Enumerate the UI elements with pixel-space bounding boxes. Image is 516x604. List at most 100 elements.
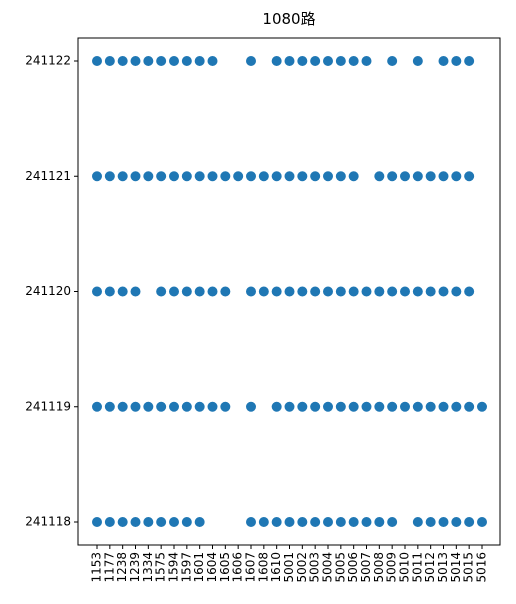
- point: [451, 517, 462, 527]
- point: [246, 286, 256, 297]
- x-tick-label: 5001: [282, 552, 296, 583]
- point: [348, 56, 359, 66]
- y-tick-label: 241120: [25, 284, 71, 298]
- x-tick-label: 1605: [218, 552, 232, 583]
- x-tick-label: 1153: [90, 552, 104, 583]
- point: [181, 517, 192, 527]
- point: [194, 56, 205, 66]
- point: [425, 517, 436, 527]
- point: [310, 171, 321, 182]
- x-tick-label: 5010: [398, 552, 412, 583]
- point: [284, 56, 295, 66]
- point: [194, 286, 205, 297]
- x-tick-label: 5011: [410, 552, 424, 583]
- point: [335, 286, 346, 297]
- point: [464, 56, 475, 66]
- x-tick-label: 5008: [372, 552, 386, 583]
- point: [181, 171, 192, 182]
- x-tick-label: 5003: [308, 552, 322, 583]
- point: [335, 171, 346, 182]
- point: [335, 401, 346, 412]
- point: [130, 171, 141, 182]
- point: [374, 401, 385, 412]
- point: [284, 171, 295, 182]
- point: [246, 56, 256, 66]
- x-tick-label: 1575: [154, 552, 168, 583]
- point: [220, 286, 231, 297]
- point: [207, 56, 218, 66]
- point: [412, 171, 423, 182]
- point: [194, 171, 205, 182]
- point: [271, 286, 282, 297]
- point: [374, 286, 385, 297]
- point: [130, 517, 141, 527]
- x-tick-label: 1334: [141, 552, 155, 583]
- point: [117, 401, 128, 412]
- point: [323, 517, 333, 527]
- point: [271, 517, 282, 527]
- x-tick-label: 5016: [475, 552, 489, 583]
- x-tick-label: 5005: [333, 552, 347, 583]
- point: [310, 56, 321, 66]
- point: [156, 517, 167, 527]
- point: [207, 286, 218, 297]
- x-tick-label: 5009: [385, 552, 399, 583]
- y-tick-label: 241119: [25, 399, 71, 413]
- point: [297, 517, 308, 527]
- point: [220, 401, 231, 412]
- point: [335, 56, 346, 66]
- point: [387, 517, 398, 527]
- x-tick-label: 5013: [436, 552, 450, 583]
- point: [387, 171, 398, 182]
- point: [92, 517, 102, 527]
- x-tick-label: 1238: [115, 552, 129, 583]
- x-tick-label: 5014: [449, 552, 463, 583]
- y-tick-label: 241118: [25, 515, 71, 529]
- point: [271, 171, 282, 182]
- point: [284, 401, 295, 412]
- point: [246, 401, 256, 412]
- x-tick-label: 1597: [179, 552, 193, 583]
- point: [104, 401, 115, 412]
- x-tick-label: 5004: [321, 552, 335, 583]
- point: [104, 517, 115, 527]
- point: [323, 171, 333, 182]
- point: [104, 56, 115, 66]
- point: [464, 171, 475, 182]
- point: [438, 56, 449, 66]
- point: [169, 286, 179, 297]
- point: [156, 286, 167, 297]
- point: [323, 286, 333, 297]
- point: [130, 401, 141, 412]
- point: [425, 171, 436, 182]
- point: [92, 56, 102, 66]
- x-tick-label: 5015: [462, 552, 476, 583]
- point: [181, 401, 192, 412]
- x-tick-label: 1610: [269, 552, 283, 583]
- point: [297, 401, 308, 412]
- point: [451, 171, 462, 182]
- x-tick-label: 5002: [295, 552, 309, 583]
- point: [169, 517, 179, 527]
- point: [361, 286, 372, 297]
- point: [156, 401, 167, 412]
- point: [310, 286, 321, 297]
- point: [387, 401, 398, 412]
- point: [387, 56, 398, 66]
- x-tick-label: 1601: [192, 552, 206, 583]
- point: [246, 517, 256, 527]
- point: [220, 171, 231, 182]
- point: [92, 171, 102, 182]
- point: [169, 56, 179, 66]
- point: [323, 401, 333, 412]
- x-tick-label: 5012: [423, 552, 437, 583]
- point: [104, 171, 115, 182]
- point: [425, 286, 436, 297]
- point: [323, 56, 333, 66]
- point: [271, 401, 282, 412]
- point: [130, 286, 141, 297]
- point: [194, 401, 205, 412]
- point: [92, 401, 102, 412]
- point: [361, 401, 372, 412]
- point: [284, 286, 295, 297]
